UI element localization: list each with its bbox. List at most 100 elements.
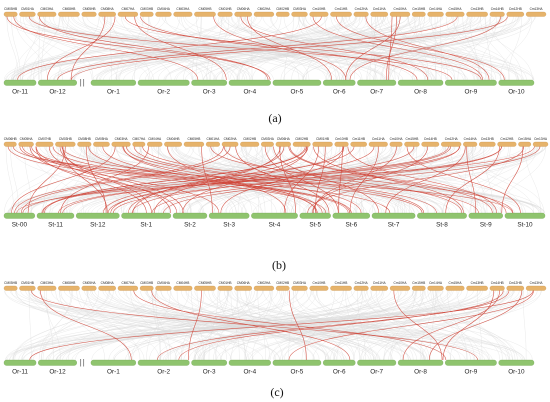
bottom-chromosome-bar [191,359,227,366]
top-chromosome-bar [463,141,478,147]
bottom-chromosome-label: St-11 [48,222,63,229]
top-chromosome-bar [139,285,154,291]
bottom-chromosome-bar [121,212,171,219]
top-chromosome-bar [421,141,440,147]
highlight-link [151,146,502,214]
bottom-chromosome-bar [357,79,397,86]
top-chromosome-label: CM08HB [62,7,75,11]
background-link [159,290,478,361]
top-chromosome-bar [132,141,146,147]
background-link [353,16,378,81]
bottom-chromosome-label: Or-4 [243,89,256,96]
background-link [69,290,526,361]
bottom-chromosome-bar [272,79,322,86]
background-link [462,16,481,81]
top-chromosome-label: Cm10HA [394,281,408,285]
highlight-link [386,16,397,81]
background-link [174,290,250,361]
bottom-chromosome-bar [228,79,271,86]
background-link [30,146,85,214]
background-link [333,290,468,361]
panel-c-bottom-chromosomes: Or-11 Or-12 Or-1 Or-2 Or-3 Or-4 Or-5 Or-6 Or-7 Or… [3,359,535,376]
background-link [223,290,330,361]
bottom-chromosome-bar [38,79,77,86]
top-chromosome-label: CM05HA [95,137,109,141]
top-chromosome-bar [368,141,388,147]
background-link [4,146,65,214]
highlight-link [163,146,541,214]
top-chromosome-label: CM03HA [293,281,307,285]
background-link [170,290,320,361]
background-link [432,290,509,361]
highlight-link [12,146,513,214]
top-chromosome-label: Cm13HA [530,281,544,285]
background-link [116,146,192,214]
background-link [71,16,362,81]
background-link [204,290,229,361]
background-link [375,290,508,361]
top-chromosome-label: Cm10HB [312,281,325,285]
top-chromosome-bar [525,285,547,291]
background-link [524,146,541,214]
top-chromosome-label: CM07HA [132,137,146,141]
background-link [62,16,238,81]
background-link [114,290,424,361]
background-link [333,16,535,81]
panel-c-label: (c) [270,385,283,399]
background-link [155,290,161,361]
highlight-link [167,146,287,214]
bottom-chromosome-bar [38,359,77,366]
top-chromosome-label: Cm12HA [445,137,459,141]
top-chromosome-label: Cm15HA [449,281,463,285]
panel-a-label: (a) [268,111,281,125]
background-link [262,16,432,81]
top-chromosome-bar [55,141,76,147]
top-chromosome-bar [147,141,163,147]
bottom-chromosome-label: Or-6 [333,369,346,376]
top-chromosome-label: CM01HB [219,7,232,11]
bottom-chromosome-label: St-1 [140,222,152,229]
panel-c-top-chromosomes: CM05HB CM01HB CM03HA CM08HB CM05HA CM08HA CM07… [3,281,547,291]
background-link [20,16,61,81]
bottom-chromosome-bar [36,212,75,219]
background-link [359,290,508,361]
top-chromosome-bar [370,11,389,17]
panel-b-highlight-links [7,146,541,214]
top-chromosome-bar [111,141,131,147]
background-link [327,146,477,214]
background-link [420,290,528,361]
highlight-link [134,16,227,81]
highlight-link [445,146,500,214]
bottom-chromosome-bar [228,359,271,366]
background-link [163,16,468,81]
bottom-chromosome-label: St-6 [345,222,357,229]
top-chromosome-label: Cm13HB [471,281,484,285]
bottom-chromosome-label: Or-7 [370,369,383,376]
background-link [38,290,73,361]
top-chromosome-bar [389,285,411,291]
top-chromosome-bar [139,11,154,17]
background-link [77,16,386,81]
highlight-link [133,146,437,214]
top-chromosome-bar [445,285,465,291]
top-chromosome-bar [98,285,116,291]
highlight-link [22,146,391,214]
background-link [241,16,376,81]
top-chromosome-label: CM04HA [157,7,171,11]
highlight-link [102,146,344,214]
top-chromosome-bar [404,141,420,147]
background-link [156,290,313,361]
background-link [480,16,510,81]
background-link [121,16,204,81]
top-chromosome-label: CM06HA [237,7,251,11]
top-chromosome-bar [353,285,369,291]
background-link [185,290,336,361]
background-link [153,146,159,214]
background-link [33,16,345,81]
highlight-link [393,290,443,361]
highlight-link [29,290,534,361]
top-chromosome-bar [194,11,216,17]
top-chromosome-label: Cm11HB [335,281,348,285]
top-chromosome-label: Cm15HB [412,7,425,11]
top-chromosome-bar [98,11,116,17]
